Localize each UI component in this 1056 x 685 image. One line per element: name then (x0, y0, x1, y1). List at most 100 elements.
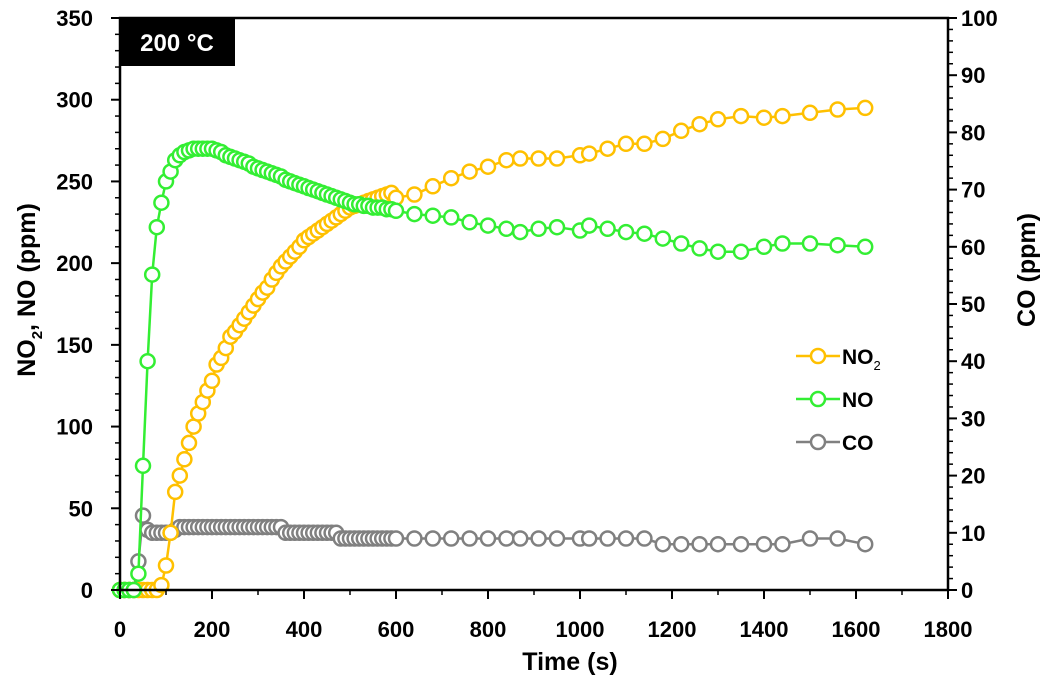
data-point-no2 (801, 104, 819, 122)
legend-item-co: CO (796, 432, 874, 455)
data-point-no2 (617, 135, 635, 153)
data-point-no (599, 220, 616, 238)
data-point-no2 (709, 111, 727, 128)
data-point-no2 (548, 150, 566, 167)
y-right-tick-label: 50 (961, 292, 985, 317)
data-point-co (654, 535, 672, 553)
legend-label: NO2 (842, 346, 881, 373)
data-point-no2 (755, 109, 773, 126)
data-point-no2 (153, 576, 170, 594)
x-tick-label: 200 (194, 617, 231, 642)
data-point-co (829, 530, 846, 547)
data-point-no2 (672, 122, 690, 140)
data-point-no (755, 238, 773, 256)
legend-label-main: NO (842, 389, 874, 412)
x-tick-label: 1200 (648, 617, 697, 642)
x-tick-label: 800 (470, 617, 507, 642)
y-left-tick-label: 350 (56, 6, 93, 31)
data-point-no2 (406, 186, 423, 203)
data-point-no (134, 457, 152, 475)
data-point-co (755, 535, 773, 553)
legend-item-no: NO (796, 389, 874, 412)
data-point-no2 (829, 101, 846, 118)
data-point-no (636, 225, 653, 242)
legend-swatch-marker (809, 433, 827, 451)
y-left-tick-label: 0 (81, 578, 93, 603)
y-axis-left-title: NO2, NO (ppm) (13, 203, 46, 377)
data-point-co (461, 530, 478, 547)
data-point-no (479, 217, 497, 234)
data-point-no (548, 218, 566, 236)
data-point-co (406, 530, 423, 547)
data-point-no (511, 223, 529, 241)
data-point-co (479, 530, 497, 547)
x-axis-title: Time (s) (522, 648, 617, 676)
annotation-text: 200 °C (140, 30, 214, 57)
x-tick-label: 1800 (924, 617, 973, 642)
data-point-no2 (636, 135, 653, 153)
data-point-no (709, 243, 727, 260)
legend-swatch-marker (809, 347, 827, 365)
y-right-tick-label: 60 (961, 235, 985, 260)
y-right-tick-label: 30 (961, 406, 985, 431)
data-point-co (774, 535, 791, 553)
data-point-no (829, 236, 846, 254)
y-right-tick-label: 40 (961, 349, 985, 374)
y-left-tick-label: 300 (56, 88, 93, 113)
legend-label-main: CO (842, 432, 874, 455)
data-point-co (580, 530, 598, 547)
data-point-no (691, 240, 708, 257)
data-point-no (617, 223, 635, 241)
data-point-no2 (176, 451, 193, 468)
x-tick-label: 1000 (556, 617, 605, 642)
y-right-tick-label: 0 (961, 578, 973, 603)
data-point-co (442, 530, 460, 547)
data-point-co (801, 530, 819, 547)
data-point-no2 (856, 99, 874, 117)
y-right-tick-label: 70 (961, 178, 985, 203)
data-point-co (387, 530, 405, 547)
legend-label: CO (842, 432, 874, 455)
series-no (111, 140, 874, 599)
data-point-no (461, 214, 478, 231)
data-point-no (442, 209, 460, 226)
y-axis-left-title-subscript: 2 (29, 331, 46, 339)
x-tick-label: 1400 (740, 617, 789, 642)
data-point-co (134, 507, 152, 524)
annotation-badge-bg (119, 18, 235, 66)
legend-item-no2: NO2 (796, 346, 881, 373)
data-point-no2 (166, 483, 184, 501)
data-point-no (424, 207, 442, 224)
data-point-co (530, 530, 547, 547)
data-point-co (672, 535, 690, 553)
x-tick-label: 1600 (832, 617, 881, 642)
data-point-no (387, 202, 405, 220)
data-point-no (654, 230, 672, 247)
y-right-tick-label: 100 (961, 6, 998, 31)
data-point-no (153, 194, 170, 211)
data-point-no (148, 218, 166, 236)
data-point-no (672, 235, 690, 252)
data-point-co (732, 535, 750, 553)
data-point-no2 (203, 372, 221, 390)
y-left-tick-label: 50 (69, 496, 93, 521)
data-point-no (143, 266, 161, 283)
data-point-co (599, 530, 616, 547)
y-left-tick-label: 200 (56, 251, 93, 276)
data-point-no2 (498, 151, 515, 169)
data-point-no2 (162, 524, 179, 542)
data-point-no (774, 235, 791, 252)
data-point-no2 (461, 163, 478, 180)
series-layer (111, 99, 874, 599)
y-left-tick-label: 150 (56, 333, 93, 358)
data-point-no (130, 565, 147, 582)
data-point-no2 (180, 434, 198, 452)
y-axis-left-title-part1: NO (13, 339, 41, 377)
data-point-co (636, 530, 653, 547)
annotation-badge: 200 °C (119, 18, 235, 66)
data-point-no (139, 352, 156, 370)
data-point-no2 (774, 107, 791, 125)
data-point-no2 (530, 150, 547, 167)
data-point-no (530, 220, 547, 238)
